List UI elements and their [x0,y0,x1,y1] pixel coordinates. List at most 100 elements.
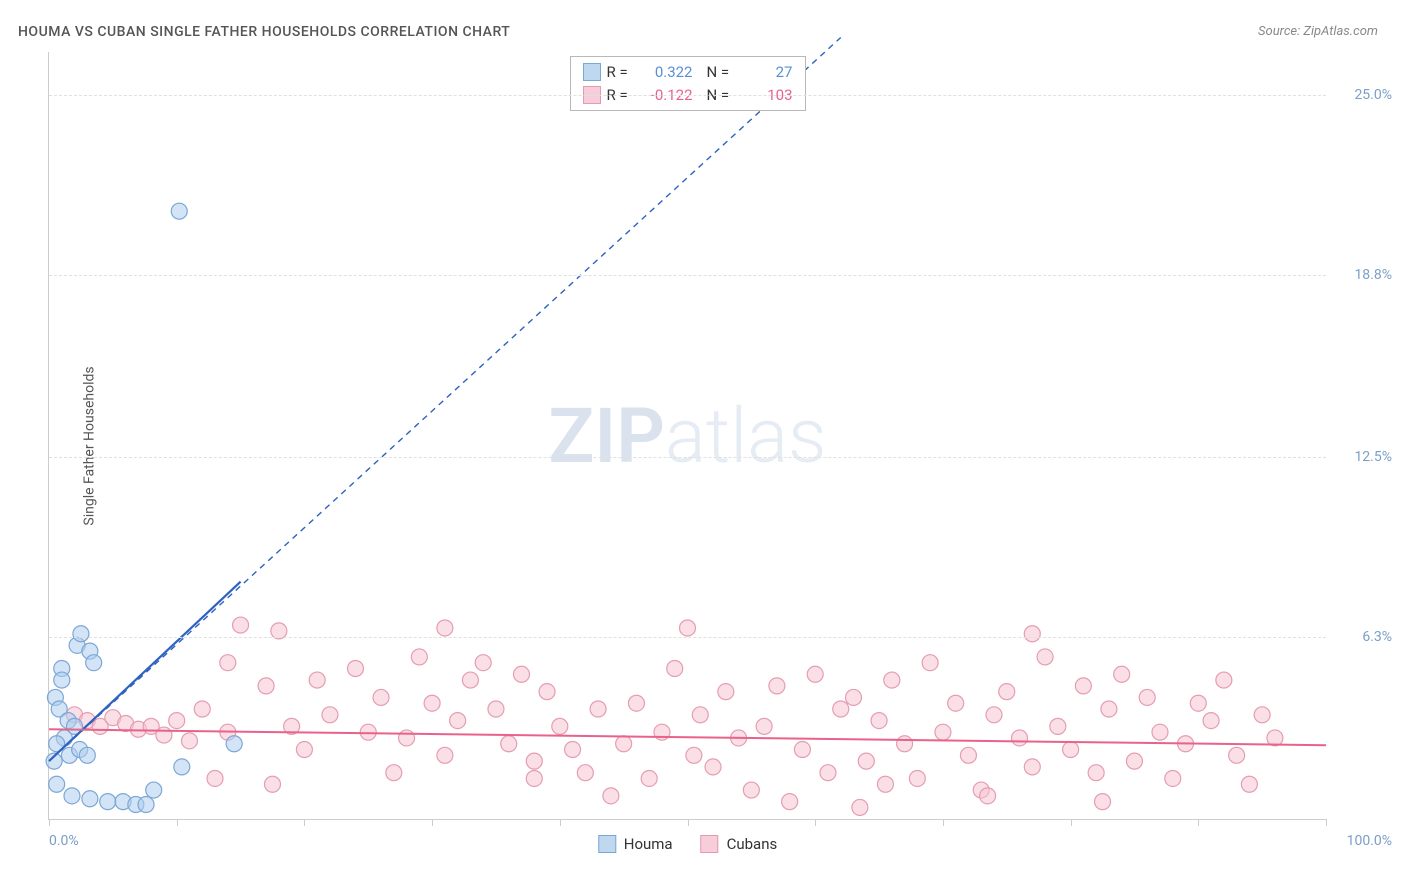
scatter-point [100,794,116,810]
x-tick [49,819,50,826]
legend-label: Cubans [727,835,778,853]
scatter-point [82,791,98,807]
scatter-point [628,695,644,711]
scatter-point [526,753,542,769]
x-tick [432,819,433,826]
scatter-point [1037,649,1053,665]
scatter-point [488,701,504,717]
scatter-point [858,753,874,769]
scatter-point [501,736,517,752]
x-tick [1071,819,1072,826]
scatter-point [1088,765,1104,781]
legend-label: Houma [624,835,673,853]
scatter-point [220,655,236,671]
scatter-point [146,782,162,798]
scatter-point [386,765,402,781]
series-legend: Houma Cubans [598,835,777,853]
swatch-icon [701,835,719,853]
scatter-point [718,684,734,700]
scatter-point [1165,770,1181,786]
swatch-icon [583,63,601,81]
scatter-point [64,788,80,804]
scatter-point [782,794,798,810]
scatter-point [794,742,810,758]
scatter-point [807,666,823,682]
scatter-point [73,626,89,642]
chart-title: HOUMA VS CUBAN SINGLE FATHER HOUSEHOLDS … [18,24,510,40]
scatter-point [686,747,702,763]
scatter-point [138,797,154,813]
scatter-point [1229,747,1245,763]
scatter-point [1203,713,1219,729]
scatter-point [680,620,696,636]
scatter-point [871,713,887,729]
scatter-point [513,666,529,682]
r-value: 0.322 [643,61,693,84]
x-tick [688,819,689,826]
scatter-point [526,770,542,786]
y-tick-label: 6.3% [1362,629,1392,645]
scatter-point [450,713,466,729]
scatter-point [1101,701,1117,717]
scatter-point [960,747,976,763]
scatter-point [1241,776,1257,792]
x-tick [304,819,305,826]
scatter-point [935,724,951,740]
gridline [49,95,1326,96]
scatter-point [590,701,606,717]
scatter-point [1254,707,1270,723]
scatter-point [475,655,491,671]
scatter-point [1114,666,1130,682]
scatter-point [1050,718,1066,734]
scatter-point [846,689,862,705]
x-tick [177,819,178,826]
scatter-point [1063,742,1079,758]
x-tick [943,819,944,826]
correlation-legend: R =0.322N =27R =-0.122N =103 [570,56,806,111]
r-label: R = [607,61,637,84]
scatter-point [565,742,581,758]
scatter-point [1095,794,1111,810]
scatter-point [437,620,453,636]
scatter-point [49,776,65,792]
scatter-point [171,203,187,219]
x-tick [815,819,816,826]
scatter-point [437,747,453,763]
chart-svg [49,52,1326,819]
scatter-point [424,695,440,711]
scatter-point [1152,724,1168,740]
scatter-point [922,655,938,671]
scatter-point [577,765,593,781]
x-tick-label-max: 100.0% [1347,833,1392,849]
legend-item: Houma [598,835,673,853]
x-tick-label-min: 0.0% [49,833,79,849]
scatter-point [539,684,555,700]
scatter-point [820,765,836,781]
scatter-point [884,672,900,688]
scatter-point [411,649,427,665]
scatter-point [641,770,657,786]
scatter-point [194,701,210,717]
scatter-point [207,770,223,786]
scatter-point [226,736,242,752]
scatter-point [980,788,996,804]
swatch-icon [598,835,616,853]
scatter-point [667,660,683,676]
scatter-point [909,770,925,786]
scatter-point [1216,672,1232,688]
legend-row: R =0.322N =27 [583,61,793,84]
scatter-point [169,713,185,729]
scatter-point [373,689,389,705]
scatter-point [603,788,619,804]
scatter-point [347,660,363,676]
scatter-point [705,759,721,775]
scatter-point [1024,759,1040,775]
scatter-point [181,733,197,749]
gridline [49,457,1326,458]
scatter-point [756,718,772,734]
scatter-point [743,782,759,798]
y-tick-label: 25.0% [1354,87,1392,103]
scatter-point [79,747,95,763]
scatter-point [1075,678,1091,694]
scatter-point [264,776,280,792]
